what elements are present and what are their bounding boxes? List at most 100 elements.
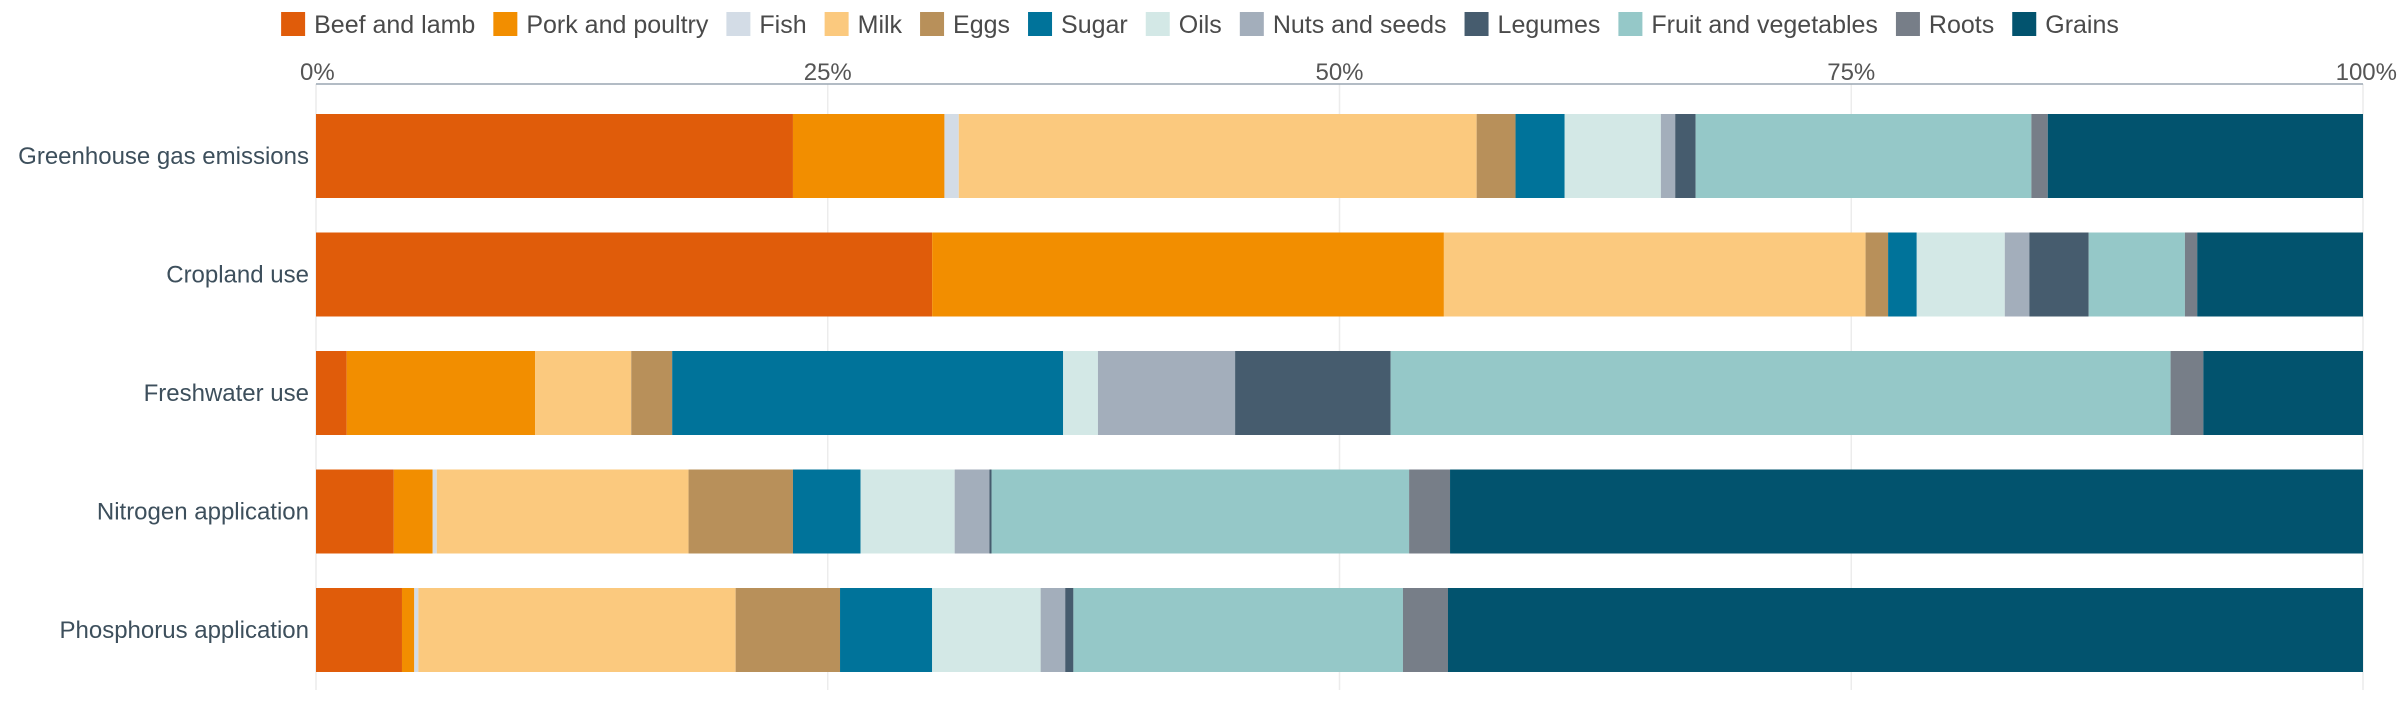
legend-item: Milk bbox=[824, 11, 903, 39]
legend-item: Nuts and seeds bbox=[1239, 11, 1447, 39]
bar-segment bbox=[436, 469, 689, 554]
bar-segment bbox=[418, 588, 736, 672]
bar-segment bbox=[1916, 232, 2005, 317]
category-label: Phosphorus application bbox=[59, 617, 309, 644]
bar-segment bbox=[1515, 114, 1565, 198]
bar-segment bbox=[1235, 351, 1391, 435]
bar-segment bbox=[414, 588, 419, 672]
legend-item: Eggs bbox=[920, 11, 1010, 39]
bar-segment bbox=[860, 469, 955, 554]
bar-segment bbox=[1865, 232, 1889, 317]
legend-label: Milk bbox=[858, 11, 903, 39]
x-axis: 0% 25% 50% 75% 100% bbox=[300, 59, 2397, 86]
legend-label: Legumes bbox=[1498, 11, 1601, 39]
bar-segment bbox=[535, 351, 632, 435]
bar-segment bbox=[316, 469, 394, 554]
bar-segment bbox=[1409, 469, 1451, 554]
legend-item: Grains bbox=[2012, 11, 2119, 39]
bar-segment bbox=[2203, 351, 2363, 435]
legend-swatch bbox=[281, 12, 306, 36]
legend-swatch bbox=[493, 12, 518, 36]
bar-segment bbox=[688, 469, 793, 554]
legend-label: Pork and poultry bbox=[526, 11, 709, 39]
bar-segment bbox=[1063, 351, 1098, 435]
legend-label: Beef and lamb bbox=[314, 11, 475, 39]
bars bbox=[316, 114, 2363, 672]
bar-segment bbox=[735, 588, 841, 672]
category-label: Greenhouse gas emissions bbox=[18, 143, 309, 170]
legend-item: Beef and lamb bbox=[281, 11, 475, 39]
bar-segment bbox=[1402, 588, 1448, 672]
bar-segment bbox=[2197, 232, 2363, 317]
bar-segment bbox=[1040, 588, 1066, 672]
x-tick-label: 100% bbox=[2336, 59, 2397, 86]
bar-segment bbox=[792, 469, 861, 554]
category-label: Nitrogen application bbox=[97, 499, 309, 526]
bar-segment bbox=[1097, 351, 1236, 435]
legend-item: Fish bbox=[726, 11, 807, 39]
bar-segment bbox=[1476, 114, 1516, 198]
x-tick-label: 0% bbox=[300, 59, 335, 86]
bar-segment bbox=[2029, 232, 2089, 317]
legend-label: Grains bbox=[2045, 11, 2119, 39]
bar-segment bbox=[2088, 232, 2185, 317]
bar-segment bbox=[2184, 232, 2198, 317]
bar-segment bbox=[1447, 588, 2363, 672]
bar-segment bbox=[316, 232, 933, 317]
legend-swatch bbox=[1239, 12, 1264, 36]
bar-segment bbox=[2004, 232, 2030, 317]
legend-label: Sugar bbox=[1061, 11, 1128, 39]
bar-segment bbox=[316, 351, 347, 435]
bar-segment bbox=[1065, 588, 1074, 672]
bar-segment bbox=[1888, 232, 1917, 317]
bar-segment bbox=[1450, 469, 2363, 554]
legend-label: Roots bbox=[1929, 11, 1994, 39]
x-tick-label: 25% bbox=[804, 59, 852, 86]
x-tick-label: 75% bbox=[1827, 59, 1875, 86]
legend-item: Legumes bbox=[1464, 11, 1601, 39]
bar-segment bbox=[316, 114, 793, 198]
bar-segment bbox=[1675, 114, 1696, 198]
bar-segment bbox=[346, 351, 536, 435]
category-label: Freshwater use bbox=[144, 380, 309, 407]
bar-segment bbox=[631, 351, 673, 435]
legend-swatch bbox=[1618, 12, 1643, 36]
bar-segment bbox=[1390, 351, 2171, 435]
legend-swatch bbox=[726, 12, 751, 36]
legend-item: Pork and poultry bbox=[493, 11, 709, 39]
bar-segment bbox=[840, 588, 933, 672]
bar-segment bbox=[932, 232, 1444, 317]
bar-segment bbox=[672, 351, 1064, 435]
bar-segment bbox=[932, 588, 1041, 672]
bar-segment bbox=[1564, 114, 1661, 198]
bar-segment bbox=[401, 588, 415, 672]
bar-segment bbox=[958, 114, 1477, 198]
bar-segment bbox=[1073, 588, 1403, 672]
legend-label: Nuts and seeds bbox=[1273, 11, 1447, 39]
legend-item: Roots bbox=[1895, 11, 1994, 39]
bar-segment bbox=[2047, 114, 2363, 198]
category-label: Cropland use bbox=[166, 262, 309, 289]
bar-segment bbox=[991, 469, 1410, 554]
category-labels: Greenhouse gas emissions Cropland use Fres… bbox=[18, 143, 309, 644]
legend-item: Fruit and vegetables bbox=[1618, 11, 1878, 39]
bar-segment bbox=[1660, 114, 1676, 198]
legend-swatch bbox=[1464, 12, 1489, 36]
bar-segment bbox=[1695, 114, 2032, 198]
legend-item: Sugar bbox=[1028, 11, 1128, 39]
bar-segment bbox=[393, 469, 433, 554]
legend: Beef and lamb Pork and poultry Fish Milk Egg… bbox=[281, 11, 2119, 39]
legend-label: Fish bbox=[759, 11, 806, 39]
legend-swatch bbox=[1145, 12, 1170, 36]
bar-segment bbox=[792, 114, 945, 198]
bar-segment bbox=[2031, 114, 2048, 198]
bar-segment bbox=[316, 588, 402, 672]
legend-swatch bbox=[824, 12, 849, 36]
legend-swatch bbox=[2012, 12, 2037, 36]
legend-item: Oils bbox=[1145, 11, 1222, 39]
bar-segment bbox=[1443, 232, 1866, 317]
bar-segment bbox=[954, 469, 990, 554]
legend-label: Oils bbox=[1179, 11, 1222, 39]
